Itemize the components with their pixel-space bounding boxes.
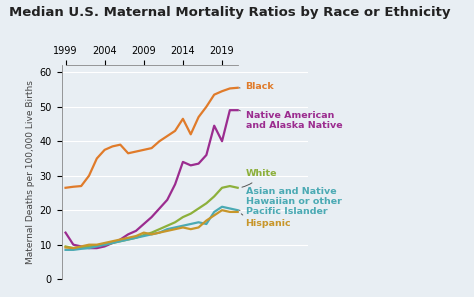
Text: Median U.S. Maternal Mortality Ratios by Race or Ethnicity: Median U.S. Maternal Mortality Ratios by…: [9, 6, 451, 19]
Text: Hispanic: Hispanic: [241, 214, 291, 228]
Text: Black: Black: [239, 82, 274, 91]
Text: Asian and Native
Hawaiian or other
Pacific Islander: Asian and Native Hawaiian or other Pacif…: [239, 187, 341, 217]
Y-axis label: Maternal Deaths per 100,000 Live Births: Maternal Deaths per 100,000 Live Births: [27, 80, 36, 264]
Text: White: White: [242, 170, 277, 187]
Text: Native American
and Alaska Native: Native American and Alaska Native: [239, 110, 342, 130]
